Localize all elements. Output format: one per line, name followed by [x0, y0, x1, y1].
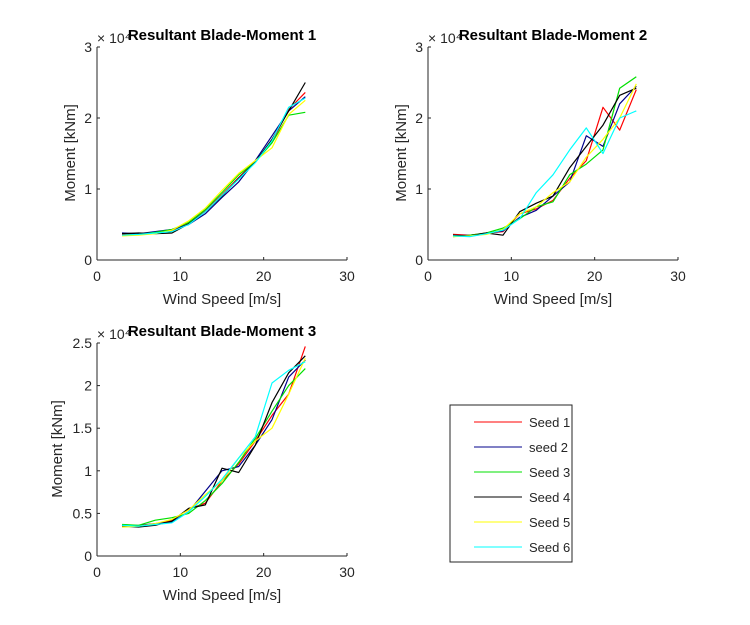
subplot-2-y-tick-label: 2	[415, 110, 423, 126]
subplot-3-ylabel: Moment [kNm]	[49, 400, 66, 498]
subplot-2-series-seed-6	[452, 110, 637, 238]
subplot-2-exponent-label: × 10⁴	[428, 30, 462, 46]
subplot-3-y-tick-label: 1	[84, 463, 92, 479]
subplot-3-exponent-label: × 10⁴	[97, 326, 131, 342]
subplot-1-x-tick-label: 20	[256, 268, 272, 284]
subplot-3-x-tick-label: 30	[339, 564, 355, 580]
subplot-1-xlabel: Wind Speed [m/s]	[163, 291, 281, 308]
subplot-1-x-tick-label: 30	[339, 268, 355, 284]
subplot-2-y-tick-label: 0	[415, 252, 423, 268]
legend-label-seed-2: seed 2	[529, 440, 568, 455]
subplot-2-y-tick-label: 1	[415, 181, 423, 197]
subplot-1-series-seed-5	[121, 99, 306, 237]
legend-label-seed-5: Seed 5	[529, 515, 570, 530]
subplot-3-x-tick-label: 10	[173, 564, 189, 580]
subplot-2-x-tick-label: 0	[424, 268, 432, 284]
legend-label-seed-3: Seed 3	[529, 465, 570, 480]
subplot-2-xlabel: Wind Speed [m/s]	[494, 291, 612, 308]
subplot-2-x-tick-label: 20	[587, 268, 603, 284]
subplot-3: Resultant Blade-Moment 3 × 10⁴ Wind Spee…	[49, 323, 355, 604]
subplot-2-x-tick-label: 10	[504, 268, 520, 284]
subplot-3-y-tick-label: 0	[84, 548, 92, 564]
subplot-2: Resultant Blade-Moment 2 × 10⁴ Wind Spee…	[393, 27, 686, 308]
subplot-3-x-tick-label: 20	[256, 564, 272, 580]
subplot-1-x-tick-label: 10	[173, 268, 189, 284]
subplot-3-y-tick-label: 1.5	[73, 420, 93, 436]
subplot-3-y-tick-label: 2	[84, 378, 92, 394]
subplot-2-ylabel: Moment [kNm]	[393, 104, 410, 202]
subplot-3-x-tick-label: 0	[93, 564, 101, 580]
subplot-3-title: Resultant Blade-Moment 3	[128, 323, 316, 340]
subplot-1-y-tick-label: 0	[84, 252, 92, 268]
subplot-1-x-tick-label: 0	[93, 268, 101, 284]
subplot-1-title: Resultant Blade-Moment 1	[128, 27, 316, 44]
subplot-1: Resultant Blade-Moment 1 × 10⁴ Wind Spee…	[62, 27, 355, 308]
legend-label-seed-4: Seed 4	[529, 490, 570, 505]
legend-box	[449, 404, 573, 563]
subplot-2-x-tick-label: 30	[670, 268, 686, 284]
legend-label-seed-6: Seed 6	[529, 540, 570, 555]
subplot-1-ylabel: Moment [kNm]	[62, 104, 79, 202]
subplot-1-series-seed-6	[121, 97, 306, 236]
subplot-3-series-seed-3	[121, 368, 306, 526]
subplot-2-title: Resultant Blade-Moment 2	[459, 27, 647, 44]
subplot-3-xlabel: Wind Speed [m/s]	[163, 587, 281, 604]
subplot-3-y-tick-label: 2.5	[73, 335, 93, 351]
subplot-2-y-tick-label: 3	[415, 39, 423, 55]
subplot-1-y-tick-label: 3	[84, 39, 92, 55]
subplot-1-y-tick-label: 2	[84, 110, 92, 126]
subplot-1-y-tick-label: 1	[84, 181, 92, 197]
legend: Seed 1 seed 2 Seed 3 Seed 4 Seed 5 Seed …	[449, 404, 573, 563]
subplot-3-series-seed-4	[121, 355, 306, 528]
legend-label-seed-1: Seed 1	[529, 415, 570, 430]
subplot-3-y-tick-label: 0.5	[73, 505, 93, 521]
subplot-3-series-seed-6	[121, 361, 306, 527]
subplot-1-exponent-label: × 10⁴	[97, 30, 131, 46]
subplot-1-series-seed-2	[121, 96, 306, 235]
